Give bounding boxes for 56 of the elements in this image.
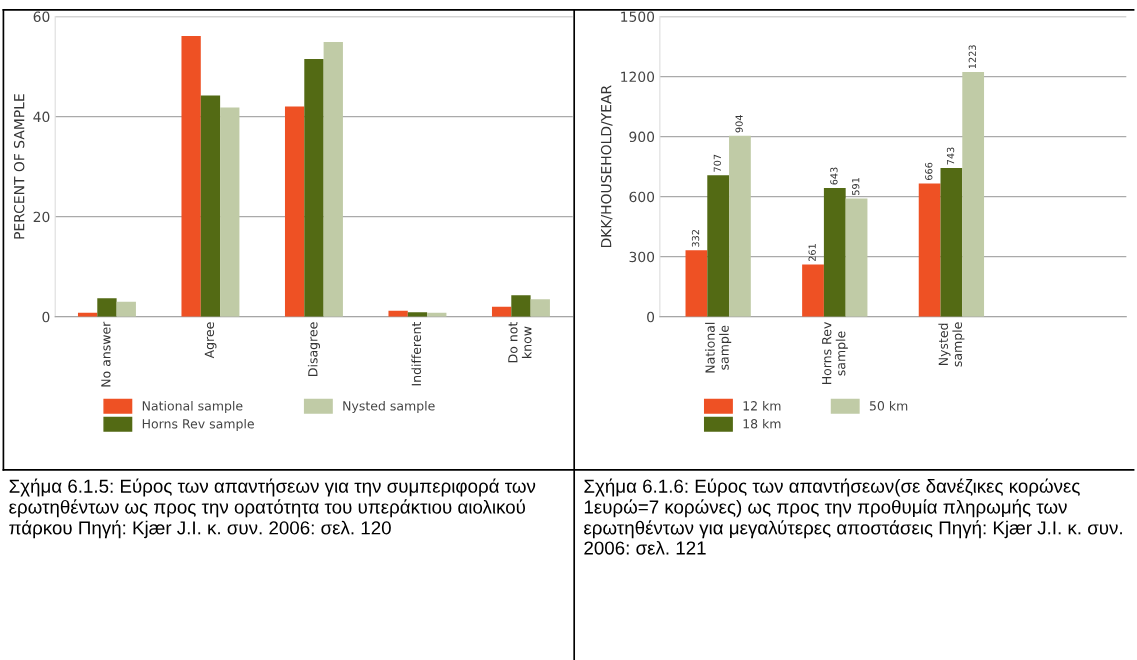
bar <box>729 135 751 317</box>
bar <box>707 175 730 317</box>
y-tick-label: 0 <box>42 311 50 323</box>
y-tick-label: 600 <box>629 191 655 203</box>
y-tick-label: 900 <box>629 131 655 143</box>
bar <box>181 36 201 317</box>
data-label: 904 <box>735 115 743 133</box>
x-tick-label: Disagree <box>307 322 320 376</box>
data-label: 591 <box>852 178 860 195</box>
data-label: 332 <box>691 229 700 247</box>
y-tick-label: 20 <box>33 211 50 223</box>
bar <box>511 295 531 317</box>
x-tick-label: Nysted sample <box>938 322 965 367</box>
data-label: 707 <box>713 154 721 172</box>
bar <box>685 250 708 317</box>
y-tick-label: 1500 <box>621 11 655 22</box>
y-tick-label: 300 <box>629 251 655 263</box>
text: Σχήμα 6.1.6: Εύρος των απαντήσεων(σε δανέζικες κορώνες 1ευρώ=7 κορώνες) ως προς την προθυμία πληρωμής των ερωτηθέντων για μεγαλύτερες αποστάσεις Πηγή: Kjær J.I. κ. συν. 2006: σελ. 121 <box>584 478 1122 555</box>
legend-label: 12 km <box>743 400 781 411</box>
legend-label: 50 km <box>869 400 908 411</box>
y-axis-title: PERCENT OF SAMPLE <box>13 94 25 239</box>
legend-label: 18 km <box>743 418 781 429</box>
data-label: 643 <box>830 167 838 185</box>
text: Σχήμα 6.1.5: Εύρος των απαντήσεων για την συμπεριφορά των ερωτηθέντων ως προς την ορατότητα του υπεράκτιου αιολικού πάρκου Πηγή: Kjær J.I. κ. συν. 2006: σελ. 120 <box>9 478 536 539</box>
x-tick-label: National sample <box>705 322 732 373</box>
bar <box>823 188 846 317</box>
bar <box>304 59 324 317</box>
bar <box>845 198 868 317</box>
bar <box>323 42 343 317</box>
bar <box>200 95 221 317</box>
bar <box>116 301 136 317</box>
bar <box>284 106 305 317</box>
x-tick-label: Horns Rev sample <box>822 322 848 385</box>
bar <box>802 264 824 317</box>
bar <box>940 168 963 317</box>
bar <box>97 298 117 317</box>
data-label: 743 <box>946 147 955 165</box>
bar <box>220 107 240 317</box>
y-tick-label: 40 <box>33 111 50 123</box>
bar <box>530 299 550 317</box>
x-tick-label: Agree <box>204 322 217 359</box>
y-tick-label: 1200 <box>621 71 655 83</box>
x-tick-label: Indifferent <box>411 321 422 386</box>
data-label: 666 <box>925 162 933 181</box>
data-label: 1223 <box>968 45 976 69</box>
y-axis-title: DKK/HOUSEHOLD/YEAR <box>600 85 613 248</box>
bar <box>962 71 985 317</box>
legend-label: National sample <box>142 400 243 413</box>
legend-label: Nysted sample <box>343 400 435 413</box>
data-label: 261 <box>808 244 816 262</box>
bar <box>918 183 941 317</box>
x-tick-label: No answer <box>101 321 111 387</box>
x-tick-label: Do not know <box>508 321 532 363</box>
y-tick-label: 60 <box>33 11 50 22</box>
legend-label: Horns Rev sample <box>142 418 254 431</box>
y-tick-label: 0 <box>647 311 655 323</box>
